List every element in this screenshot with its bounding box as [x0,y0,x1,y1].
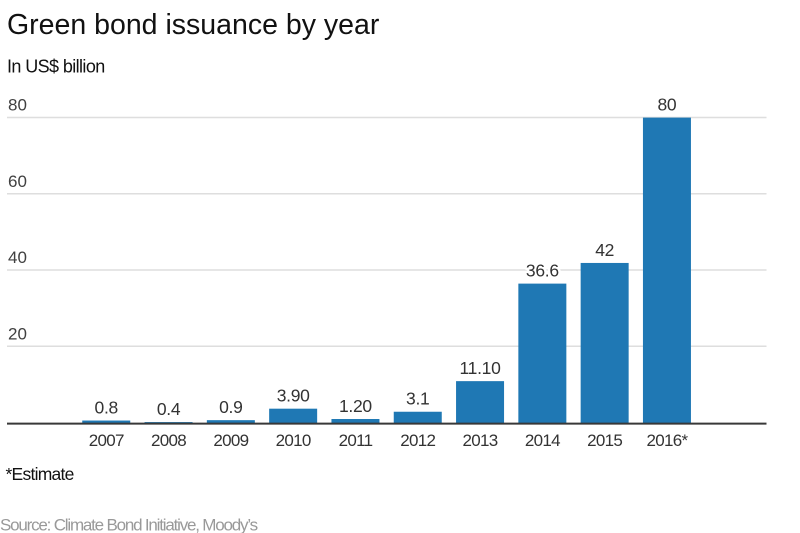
svg-text:20: 20 [8,324,27,343]
svg-text:0.8: 0.8 [95,398,118,418]
svg-text:*Estimate: *Estimate [6,464,74,484]
svg-text:Green bond issuance by year: Green bond issuance by year [7,9,380,41]
svg-text:80: 80 [8,96,27,115]
svg-text:2008: 2008 [151,431,186,450]
svg-text:2007: 2007 [89,431,124,450]
svg-text:11.10: 11.10 [460,358,502,378]
svg-text:1.20: 1.20 [339,396,372,416]
svg-text:3.1: 3.1 [406,389,429,409]
svg-text:0.9: 0.9 [219,397,242,417]
svg-text:80: 80 [658,95,677,115]
svg-text:2011: 2011 [339,431,373,450]
svg-text:60: 60 [8,172,27,191]
svg-text:2014: 2014 [525,431,560,450]
svg-text:2015: 2015 [587,431,622,450]
svg-text:40: 40 [8,248,27,267]
svg-text:2016*: 2016* [646,431,688,450]
svg-text:36.6: 36.6 [526,261,559,281]
svg-text:2010: 2010 [276,431,311,450]
svg-text:2012: 2012 [400,431,435,450]
svg-text:42: 42 [595,240,614,260]
svg-text:3.90: 3.90 [277,386,310,406]
svg-text:2009: 2009 [213,431,248,450]
svg-text:Source: Climate Bond Initiativ: Source: Climate Bond Initiative, Moody’s [0,516,258,533]
svg-text:0.4: 0.4 [157,399,181,419]
svg-text:In US$ billion: In US$ billion [7,56,105,76]
svg-text:2013: 2013 [463,431,498,450]
